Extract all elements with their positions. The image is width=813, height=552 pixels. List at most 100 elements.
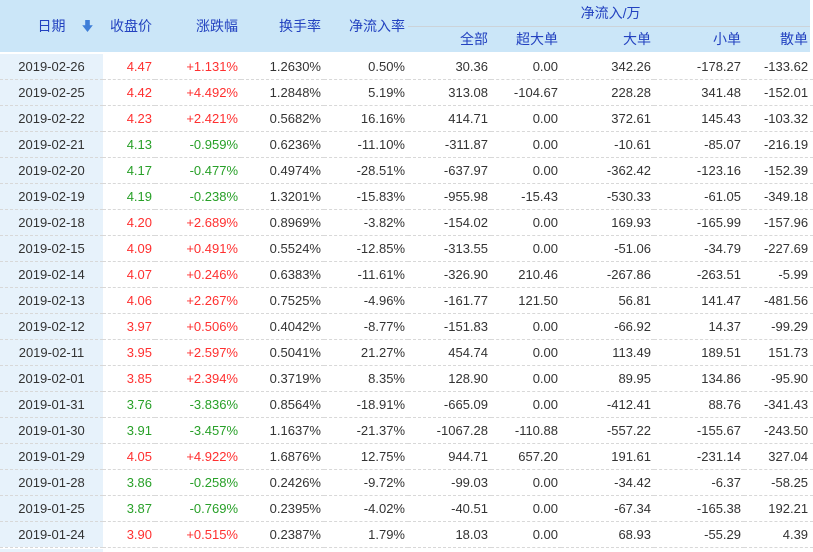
cell-inflow-xlarge: 0.00	[491, 53, 561, 80]
table-body: 2019-02-26 4.47 +1.131% 1.2630% 0.50% 30…	[0, 53, 813, 548]
cell-inflow-retail: -243.50	[744, 417, 813, 444]
cell-inflow-xlarge: 0.00	[491, 209, 561, 236]
cell-inflow-small: -6.37	[654, 469, 744, 496]
cell-turnover: 0.2426%	[241, 469, 324, 496]
cell-change: +0.491%	[155, 235, 241, 262]
table-row: 2019-02-13 4.06 +2.267% 0.7525% -4.96% -…	[0, 287, 813, 314]
cell-date: 2019-01-28	[0, 469, 103, 496]
cell-inflow-xlarge: 657.20	[491, 443, 561, 470]
cell-inflow-all: -326.90	[408, 261, 491, 288]
cell-turnover: 1.6876%	[241, 443, 324, 470]
cell-close: 4.17	[103, 157, 155, 184]
column-header-change[interactable]: 涨跌幅	[155, 0, 241, 54]
cell-close: 4.19	[103, 183, 155, 210]
cell-inflow-retail: -227.69	[744, 235, 813, 262]
cell-close: 4.47	[103, 53, 155, 80]
table-row: 2019-02-15 4.09 +0.491% 0.5524% -12.85% …	[0, 235, 813, 262]
cell-inflow-large: 56.81	[561, 287, 654, 314]
cell-inflow-large: -412.41	[561, 391, 654, 418]
cell-inflow-all: -311.87	[408, 131, 491, 158]
cell-change: +1.131%	[155, 53, 241, 80]
cell-inflow-xlarge: 0.00	[491, 469, 561, 496]
cell-inflow-small: 341.48	[654, 79, 744, 106]
cell-change: -0.238%	[155, 183, 241, 210]
cell-inflow-retail: 192.21	[744, 495, 813, 522]
cell-turnover: 1.1637%	[241, 417, 324, 444]
cell-close: 4.09	[103, 235, 155, 262]
cell-inflow-rate: -21.37%	[324, 417, 408, 444]
cell-inflow-xlarge: 0.00	[491, 495, 561, 522]
cell-inflow-all: -665.09	[408, 391, 491, 418]
cell-inflow-retail: 327.04	[744, 443, 813, 470]
cell-inflow-xlarge: 0.00	[491, 235, 561, 262]
cell-inflow-xlarge: 210.46	[491, 261, 561, 288]
column-header-inflow-large[interactable]: 大单	[561, 26, 654, 54]
cell-turnover: 1.3201%	[241, 183, 324, 210]
column-header-inflow-xlarge[interactable]: 超大单	[491, 26, 561, 54]
cell-inflow-rate: 5.19%	[324, 79, 408, 106]
cell-inflow-large: -557.22	[561, 417, 654, 444]
cell-change: -3.457%	[155, 417, 241, 444]
cell-inflow-retail: -157.96	[744, 209, 813, 236]
table-row: 2019-02-12 3.97 +0.506% 0.4042% -8.77% -…	[0, 313, 813, 340]
cell-turnover: 0.4974%	[241, 157, 324, 184]
cell-change: +2.421%	[155, 105, 241, 132]
header-right-gutter	[810, 0, 813, 55]
date-column-bottom-edge	[0, 549, 103, 552]
cell-inflow-small: 14.37	[654, 313, 744, 340]
cell-inflow-large: 342.26	[561, 53, 654, 80]
column-header-date[interactable]: 日期	[0, 0, 103, 54]
table-row: 2019-01-29 4.05 +4.922% 1.6876% 12.75% 9…	[0, 443, 813, 470]
cell-inflow-large: -66.92	[561, 313, 654, 340]
column-header-close[interactable]: 收盘价	[103, 0, 155, 54]
cell-inflow-small: -178.27	[654, 53, 744, 80]
cell-change: +0.515%	[155, 521, 241, 548]
cell-inflow-small: -55.29	[654, 521, 744, 548]
cell-date: 2019-01-25	[0, 495, 103, 522]
cell-inflow-retail: -216.19	[744, 131, 813, 158]
cell-inflow-retail: 151.73	[744, 339, 813, 366]
table-row: 2019-02-26 4.47 +1.131% 1.2630% 0.50% 30…	[0, 53, 813, 80]
cell-turnover: 1.2630%	[241, 53, 324, 80]
column-header-date-label: 日期	[37, 18, 66, 34]
table-row: 2019-01-31 3.76 -3.836% 0.8564% -18.91% …	[0, 391, 813, 418]
cell-inflow-xlarge: 0.00	[491, 131, 561, 158]
cell-inflow-retail: -341.43	[744, 391, 813, 418]
column-header-inflow-retail[interactable]: 散单	[744, 26, 813, 54]
cell-inflow-xlarge: -104.67	[491, 79, 561, 106]
cell-inflow-small: 145.43	[654, 105, 744, 132]
cell-turnover: 0.6236%	[241, 131, 324, 158]
cell-inflow-small: -165.38	[654, 495, 744, 522]
cell-turnover: 0.5524%	[241, 235, 324, 262]
cell-inflow-xlarge: 0.00	[491, 339, 561, 366]
cell-inflow-all: 30.36	[408, 53, 491, 80]
cell-turnover: 0.3719%	[241, 365, 324, 392]
cell-date: 2019-01-24	[0, 521, 103, 548]
cell-close: 3.91	[103, 417, 155, 444]
column-header-inflow-rate[interactable]: 净流入率	[324, 0, 408, 54]
cell-date: 2019-02-25	[0, 79, 103, 106]
column-header-inflow-small[interactable]: 小单	[654, 26, 744, 54]
column-header-inflow-all[interactable]: 全部	[408, 26, 491, 54]
cell-inflow-rate: -15.83%	[324, 183, 408, 210]
cell-inflow-xlarge: 0.00	[491, 313, 561, 340]
cell-inflow-all: -313.55	[408, 235, 491, 262]
table-row: 2019-02-01 3.85 +2.394% 0.3719% 8.35% 12…	[0, 365, 813, 392]
cell-inflow-large: -267.86	[561, 261, 654, 288]
column-header-turnover[interactable]: 换手率	[241, 0, 324, 54]
cell-inflow-all: 454.74	[408, 339, 491, 366]
cell-date: 2019-02-19	[0, 183, 103, 210]
cell-turnover: 0.8969%	[241, 209, 324, 236]
sort-descending-arrow-icon[interactable]	[82, 20, 93, 32]
table-row: 2019-02-14 4.07 +0.246% 0.6383% -11.61% …	[0, 261, 813, 288]
cell-inflow-rate: 8.35%	[324, 365, 408, 392]
cell-inflow-rate: -18.91%	[324, 391, 408, 418]
cell-change: +2.394%	[155, 365, 241, 392]
cell-inflow-retail: -133.62	[744, 53, 813, 80]
cell-inflow-retail: -152.39	[744, 157, 813, 184]
cell-inflow-all: -151.83	[408, 313, 491, 340]
cell-inflow-small: 134.86	[654, 365, 744, 392]
cell-inflow-small: -123.16	[654, 157, 744, 184]
cell-inflow-small: -155.67	[654, 417, 744, 444]
